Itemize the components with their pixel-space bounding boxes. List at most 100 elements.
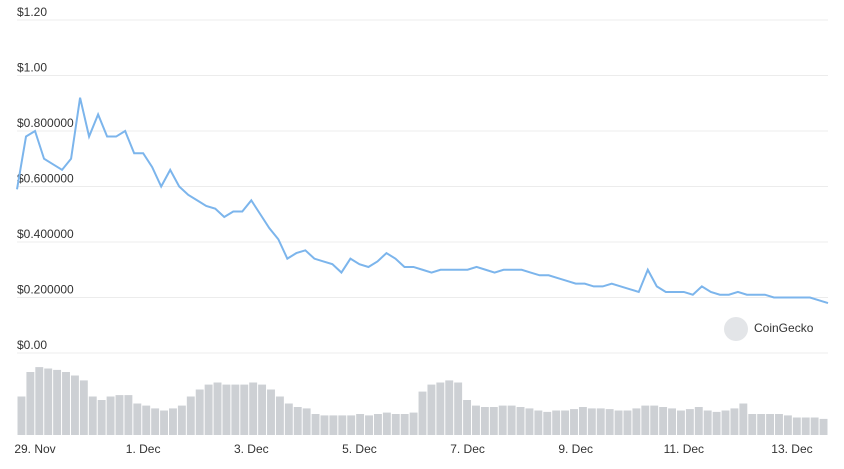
volume-bar: [819, 418, 828, 435]
volume-bar: [275, 396, 284, 435]
volume-bar: [676, 410, 685, 435]
volume-bar: [329, 415, 338, 435]
volume-bar: [721, 410, 730, 435]
volume-bar: [284, 403, 293, 435]
volume-bar: [249, 382, 258, 435]
volume-bar: [53, 369, 62, 435]
volume-bar: [320, 415, 329, 435]
volume-bar: [186, 396, 195, 435]
volume-bar: [810, 417, 819, 435]
x-tick-label: 13. Dec: [771, 442, 812, 456]
volume-bar: [587, 408, 596, 435]
volume-bar: [454, 382, 463, 435]
watermark: CoinGecko: [754, 321, 814, 335]
volume-bar: [641, 405, 650, 435]
volume-bar: [694, 407, 703, 435]
y-tick-label: $0.400000: [17, 227, 74, 241]
volume-bar: [79, 380, 88, 435]
volume-bar: [668, 408, 676, 435]
volume-bar: [356, 414, 365, 435]
volume-bar: [124, 395, 133, 435]
volume-bar: [596, 408, 605, 435]
volume-bar: [748, 414, 757, 435]
volume-bar: [623, 410, 632, 435]
volume-bar: [418, 391, 427, 435]
volume-bar: [44, 368, 53, 435]
volume-bar: [578, 407, 587, 435]
volume-bar: [35, 367, 44, 435]
volume-bar: [427, 384, 436, 435]
volume-bar: [801, 417, 810, 435]
x-tick-label: 5. Dec: [342, 442, 377, 456]
volume-bar: [240, 384, 249, 435]
y-tick-label: $0.00: [17, 338, 47, 352]
volume-bar: [133, 403, 142, 435]
volume-bar: [552, 410, 561, 435]
volume-bar: [472, 405, 480, 435]
x-tick-label: 11. Dec: [664, 442, 704, 456]
volume-bar: [507, 405, 516, 435]
volume-bar: [70, 375, 79, 435]
volume-bar: [169, 408, 177, 435]
volume-bar: [293, 407, 302, 435]
volume-bar: [570, 409, 578, 435]
volume-bar: [766, 414, 775, 435]
x-tick-label: 1. Dec: [126, 442, 161, 456]
volume-bar: [302, 408, 311, 435]
volume-bar: [204, 384, 213, 435]
volume-bar: [445, 380, 454, 435]
volume-bar: [561, 410, 570, 435]
volume-bar: [659, 407, 668, 435]
volume-bar: [498, 405, 507, 435]
volume-bar: [409, 412, 418, 435]
volume-bar: [792, 417, 801, 435]
volume-bar: [97, 400, 106, 435]
x-tick-label: 7. Dec: [450, 442, 485, 456]
volume-bar: [703, 410, 712, 435]
volume-bar: [258, 384, 267, 435]
volume-bar: [685, 409, 694, 435]
volume-bar: [543, 411, 552, 435]
volume-bar: [17, 396, 26, 435]
volume-bar: [534, 410, 543, 435]
volume-bar: [757, 414, 766, 435]
x-tick-label: 3. Dec: [234, 442, 269, 456]
volume-bar: [365, 415, 373, 435]
volume-bar: [516, 407, 525, 435]
volume-bar: [142, 405, 151, 435]
volume-bar: [62, 372, 70, 435]
volume-bar: [177, 405, 186, 435]
volume-bar: [730, 408, 739, 435]
volume-bar: [382, 412, 391, 435]
volume-bar: [463, 400, 472, 435]
y-tick-label: $0.200000: [17, 283, 74, 297]
volume-bar: [26, 372, 35, 435]
volume-bar: [267, 389, 275, 435]
volume-bar: [739, 403, 748, 435]
volume-bar: [391, 414, 400, 435]
volume-bar: [195, 389, 204, 435]
volume-bar: [115, 395, 124, 435]
volume-bar: [632, 408, 641, 435]
volume-bar: [712, 411, 721, 435]
volume-bar: [400, 414, 409, 435]
volume-bar: [605, 409, 614, 435]
volume-bar: [347, 415, 356, 435]
price-line: [16, 97, 829, 305]
y-tick-label: $1.00: [17, 61, 47, 75]
volume-bar: [614, 410, 623, 435]
volume-bar: [373, 414, 382, 435]
y-tick-label: $1.20: [17, 5, 47, 19]
volume-bar: [222, 384, 231, 435]
volume-bar: [88, 396, 97, 435]
volume-bar: [775, 414, 783, 435]
volume-bar: [436, 382, 445, 435]
volume-bar: [231, 384, 240, 435]
volume-bar: [213, 382, 222, 435]
volume-bar: [151, 408, 160, 435]
volume-bar: [160, 410, 169, 435]
x-tick-label: 9. Dec: [558, 442, 593, 456]
volume-bar: [480, 407, 489, 435]
watermark-logo: [724, 317, 748, 341]
